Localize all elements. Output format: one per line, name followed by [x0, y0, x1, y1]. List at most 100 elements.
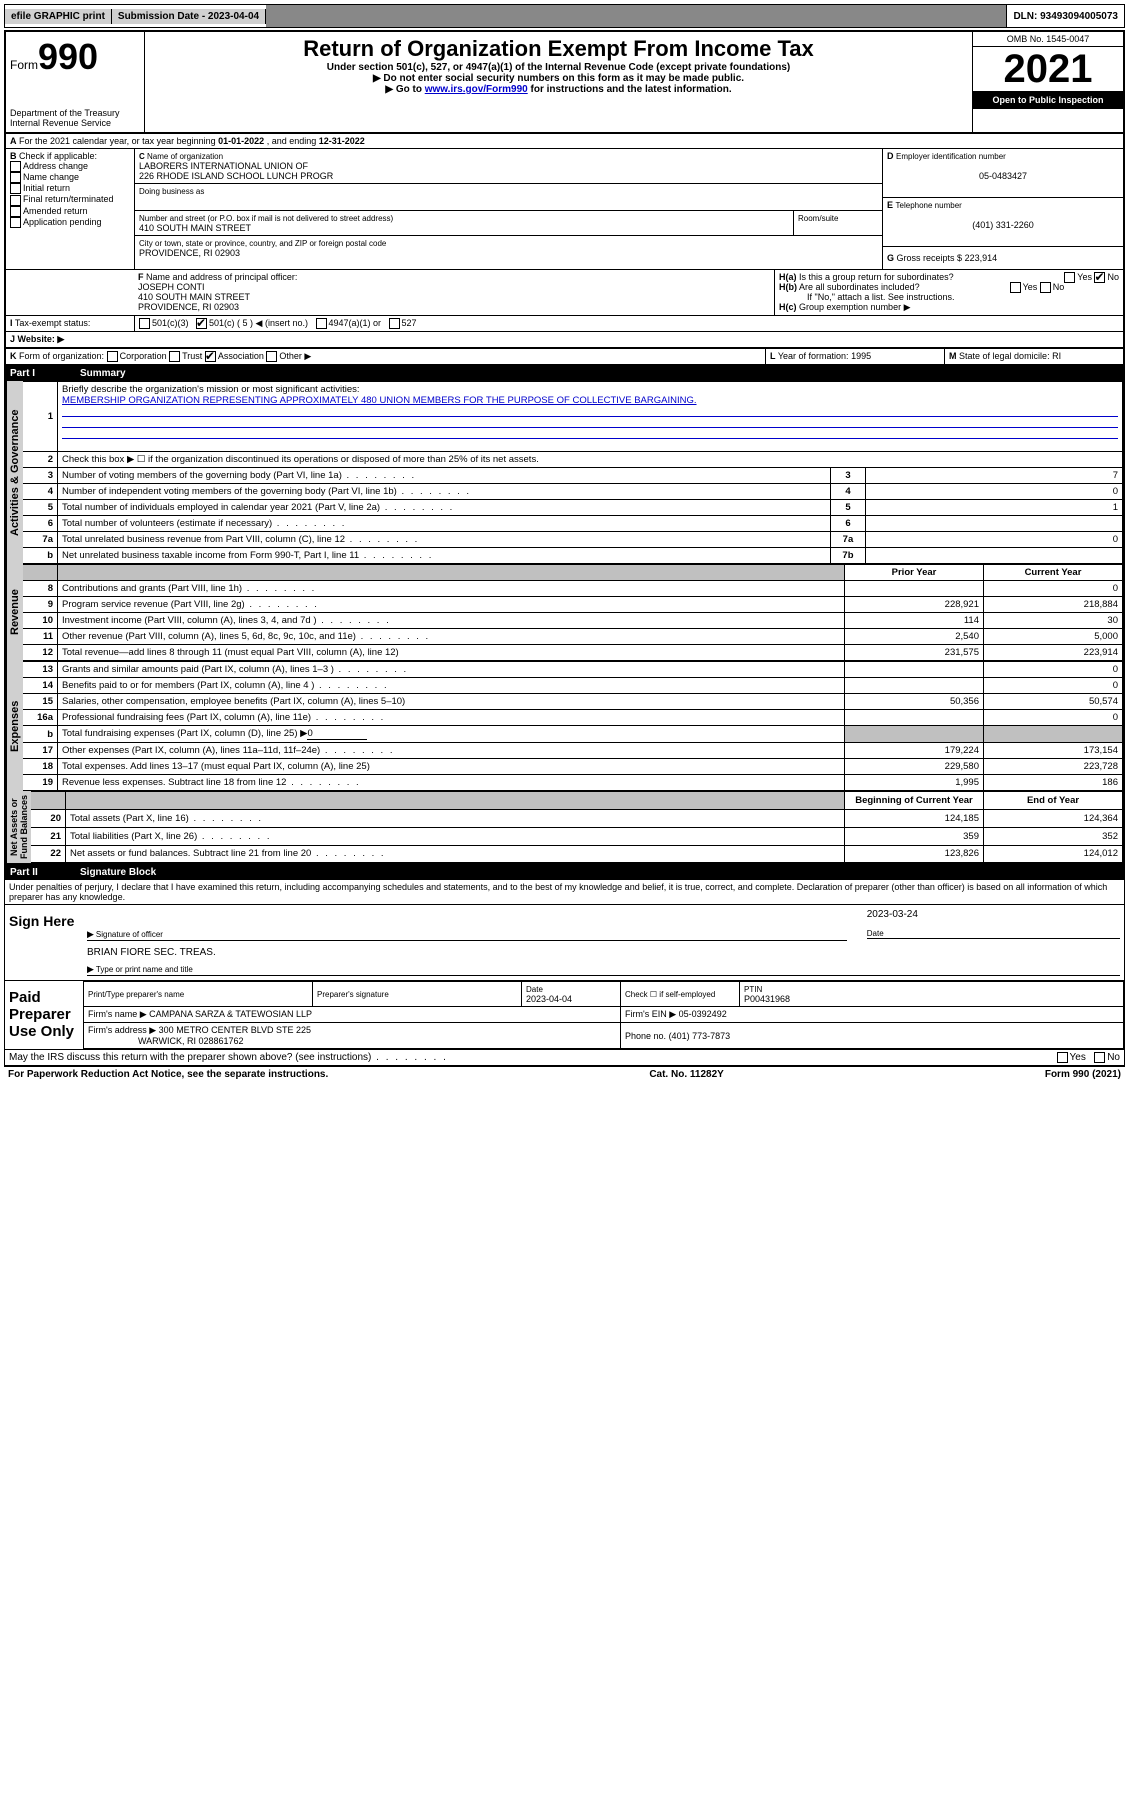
- city-label: City or town, state or province, country…: [139, 239, 386, 248]
- chk-4947[interactable]: [316, 318, 327, 329]
- chk-hb-no[interactable]: [1040, 282, 1051, 293]
- hb-label: Are all subordinates included?: [799, 282, 920, 292]
- chk-other[interactable]: [266, 351, 277, 362]
- l16a-c: 0: [984, 710, 1123, 726]
- chk-discuss-yes[interactable]: [1057, 1052, 1068, 1063]
- l20-c: 124,364: [984, 810, 1123, 828]
- chk-trust[interactable]: [169, 351, 180, 362]
- l12-p: 231,575: [845, 645, 984, 661]
- vlabel-exp: Expenses: [6, 661, 23, 791]
- prep-sig-label: Preparer's signature: [317, 990, 389, 999]
- firm-ein-label: Firm's EIN ▶: [625, 1009, 676, 1019]
- l12-desc: Total revenue—add lines 8 through 11 (mu…: [58, 645, 845, 661]
- opt-name: Name change: [23, 172, 79, 182]
- opt-address: Address change: [23, 161, 88, 171]
- opt-initial: Initial return: [23, 183, 70, 193]
- tax-year: 2021: [973, 47, 1123, 91]
- part1-num: Part I: [10, 368, 80, 379]
- firm-addr-label: Firm's address ▶: [88, 1025, 156, 1035]
- chk-assoc[interactable]: [205, 351, 216, 362]
- line-i: I Tax-exempt status: 501(c)(3) 501(c) ( …: [4, 316, 1125, 332]
- hb-note: If "No," attach a list. See instructions…: [807, 292, 954, 302]
- section-netassets: Net Assets or Fund Balances Beginning of…: [4, 791, 1125, 865]
- l7b-desc: Net unrelated business taxable income fr…: [58, 548, 831, 564]
- form-subtitle-3: ▶ Go to www.irs.gov/Form990 for instruct…: [149, 84, 968, 95]
- chk-initial-return[interactable]: [10, 183, 21, 194]
- chk-discuss-no[interactable]: [1094, 1052, 1105, 1063]
- irs-link[interactable]: www.irs.gov/Form990: [425, 84, 528, 95]
- paid-preparer-label: Paid Preparer Use Only: [5, 981, 83, 1049]
- l2: Check this box ▶ ☐ if the organization d…: [58, 452, 1123, 468]
- chk-amended[interactable]: [10, 206, 21, 217]
- chk-corp[interactable]: [107, 351, 118, 362]
- j-label: Website: ▶: [18, 334, 65, 344]
- l7a-desc: Total unrelated business revenue from Pa…: [58, 532, 831, 548]
- chk-501c[interactable]: [196, 318, 207, 329]
- f-label: Name and address of principal officer:: [146, 272, 297, 282]
- firm-addr2: WARWICK, RI 028861762: [138, 1036, 244, 1046]
- chk-final-return[interactable]: [10, 195, 21, 206]
- efile-print-button[interactable]: efile GRAPHIC print: [5, 9, 112, 24]
- section-activities: Activities & Governance 1 Briefly descri…: [4, 381, 1125, 564]
- form-subtitle-2: ▶ Do not enter social security numbers o…: [149, 73, 968, 84]
- g-label: Gross receipts $: [897, 253, 963, 263]
- preparer-table: Print/Type preparer's name Preparer's si…: [83, 981, 1124, 1049]
- i-o3: 4947(a)(1) or: [329, 318, 382, 328]
- l3-val: 7: [865, 468, 1122, 484]
- omb-number: OMB No. 1545-0047: [973, 32, 1123, 47]
- l10-c: 30: [984, 613, 1123, 629]
- l-label: Year of formation:: [778, 351, 849, 361]
- discuss-yes: Yes: [1070, 1052, 1086, 1063]
- l17-p: 179,224: [845, 743, 984, 759]
- l1-label: Briefly describe the organization's miss…: [62, 384, 360, 395]
- l16b-desc: Total fundraising expenses (Part IX, col…: [62, 728, 307, 739]
- state-domicile: RI: [1052, 351, 1061, 361]
- chk-name-change[interactable]: [10, 172, 21, 183]
- prep-date: 2023-04-04: [526, 994, 572, 1004]
- col-current: Current Year: [984, 565, 1123, 581]
- sign-here-block: Sign Here Signature of officer 2023-03-2…: [4, 905, 1125, 981]
- dba-label: Doing business as: [139, 187, 204, 196]
- line-a: A For the 2021 calendar year, or tax yea…: [4, 134, 1125, 149]
- dln-label: DLN:: [1013, 11, 1040, 22]
- opt-pending: Application pending: [23, 217, 102, 227]
- vlabel-rev: Revenue: [6, 564, 23, 661]
- l21-desc: Total liabilities (Part X, line 26): [66, 827, 845, 845]
- chk-ha-no[interactable]: [1094, 272, 1105, 283]
- open-to-public: Open to Public Inspection: [973, 91, 1123, 109]
- chk-ha-yes[interactable]: [1064, 272, 1075, 283]
- line-a-mid: , and ending: [267, 136, 319, 146]
- l19-c: 186: [984, 775, 1123, 791]
- chk-hb-yes[interactable]: [1010, 282, 1021, 293]
- chk-527[interactable]: [389, 318, 400, 329]
- officer-name-label: Type or print name and title: [87, 962, 1120, 975]
- year-formation: 1995: [851, 351, 871, 361]
- officer-addr1: 410 SOUTH MAIN STREET: [138, 292, 250, 302]
- firm-phone-label: Phone no.: [625, 1031, 666, 1041]
- chk-501c3[interactable]: [139, 318, 150, 329]
- firm-ein: 05-0392492: [679, 1009, 727, 1019]
- sig-declaration: Under penalties of perjury, I declare th…: [4, 880, 1125, 905]
- k-o3: Association: [218, 351, 264, 361]
- chk-app-pending[interactable]: [10, 217, 21, 228]
- discuss-no: No: [1107, 1052, 1120, 1063]
- line-a-end: 12-31-2022: [319, 136, 365, 146]
- firm-name: CAMPANA SARZA & TATEWOSIAN LLP: [149, 1009, 312, 1019]
- l19-desc: Revenue less expenses. Subtract line 18 …: [58, 775, 845, 791]
- l7b-val: [865, 548, 1122, 564]
- submission-date-label: Submission Date -: [118, 11, 208, 22]
- officer-date: 2023-03-24: [867, 909, 1120, 923]
- footer-right: Form 990 (2021): [1045, 1069, 1121, 1080]
- submission-date-button[interactable]: Submission Date - 2023-04-04: [112, 9, 266, 24]
- block-fh: F Name and address of principal officer:…: [4, 270, 1125, 316]
- topbar-spacer: [266, 5, 1007, 27]
- section-revenue: Revenue Prior YearCurrent Year 8Contribu…: [4, 564, 1125, 661]
- k-o4: Other ▶: [279, 351, 311, 361]
- l7a-val: 0: [865, 532, 1122, 548]
- line-j: J Website: ▶: [4, 332, 1125, 349]
- discuss-row: May the IRS discuss this return with the…: [4, 1050, 1125, 1067]
- l8-c: 0: [984, 581, 1123, 597]
- l22-desc: Net assets or fund balances. Subtract li…: [66, 845, 845, 863]
- chk-address-change[interactable]: [10, 161, 21, 172]
- l18-p: 229,580: [845, 759, 984, 775]
